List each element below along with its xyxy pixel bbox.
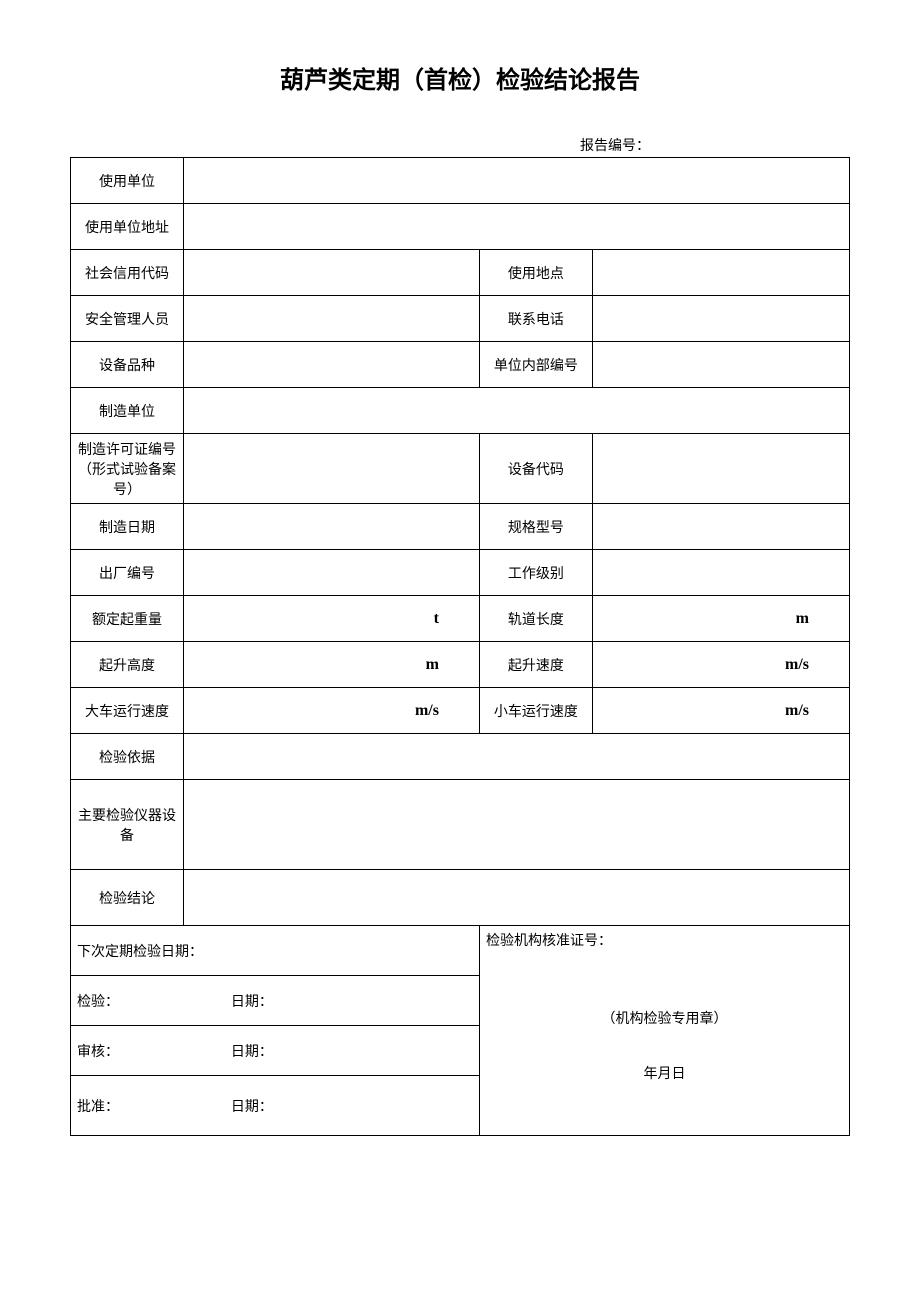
page-title: 葫芦类定期（首检）检验结论报告 [70, 60, 850, 95]
label-next-inspection-date: 下次定期检验日期： [71, 926, 480, 976]
label-approver: 批准： [77, 1096, 147, 1116]
label-reviewer: 审核： [77, 1041, 147, 1061]
value-spec-model [592, 504, 849, 550]
value-contact-phone [592, 296, 849, 342]
label-reviewer-date: 日期： [231, 1041, 273, 1061]
value-mfg-license-no [183, 434, 479, 504]
label-main-instruments: 主要检验仪器设备 [71, 780, 184, 870]
value-equipment-type [183, 342, 479, 388]
label-use-unit: 使用单位 [71, 158, 184, 204]
label-use-location: 使用地点 [479, 250, 592, 296]
label-inspection-basis: 检验依据 [71, 734, 184, 780]
label-approver-date: 日期： [231, 1096, 273, 1116]
label-social-credit-code: 社会信用代码 [71, 250, 184, 296]
unit-t: t [183, 596, 479, 642]
report-table: 使用单位 使用单位地址 社会信用代码 使用地点 安全管理人员 联系电话 设备品种… [70, 157, 850, 1136]
unit-ms-2: m/s [183, 688, 479, 734]
value-factory-no [183, 550, 479, 596]
row-approver: 批准： 日期： [71, 1076, 480, 1136]
label-big-car-speed: 大车运行速度 [71, 688, 184, 734]
value-use-location [592, 250, 849, 296]
label-safety-manager: 安全管理人员 [71, 296, 184, 342]
label-contact-phone: 联系电话 [479, 296, 592, 342]
approval-seal-cell: 检验机构核准证号： （机构检验专用章） 年月日 [479, 926, 849, 1136]
value-work-level [592, 550, 849, 596]
label-equipment-code: 设备代码 [479, 434, 592, 504]
unit-ms-1: m/s [592, 642, 849, 688]
row-reviewer: 审核： 日期： [71, 1026, 480, 1076]
value-use-unit-addr [183, 204, 849, 250]
label-equipment-type: 设备品种 [71, 342, 184, 388]
label-mfg-license-no: 制造许可证编号（形式试验备案号） [71, 434, 184, 504]
label-lift-height: 起升高度 [71, 642, 184, 688]
label-inspector: 检验： [77, 991, 147, 1011]
value-social-credit-code [183, 250, 479, 296]
seal-text: （机构检验专用章） [486, 1008, 843, 1028]
value-mfg-date [183, 504, 479, 550]
value-use-unit [183, 158, 849, 204]
value-main-instruments [183, 780, 849, 870]
value-inspection-basis [183, 734, 849, 780]
report-number-label: 报告编号： [70, 135, 850, 155]
label-approval-no: 检验机构核准证号： [486, 930, 612, 950]
label-unit-internal-no: 单位内部编号 [479, 342, 592, 388]
label-inspection-conclusion: 检验结论 [71, 870, 184, 926]
value-unit-internal-no [592, 342, 849, 388]
unit-ms-3: m/s [592, 688, 849, 734]
value-manufacturer [183, 388, 849, 434]
label-inspector-date: 日期： [231, 991, 273, 1011]
label-manufacturer: 制造单位 [71, 388, 184, 434]
label-use-unit-addr: 使用单位地址 [71, 204, 184, 250]
ymd-text: 年月日 [486, 1063, 843, 1083]
label-work-level: 工作级别 [479, 550, 592, 596]
label-lift-speed: 起升速度 [479, 642, 592, 688]
row-inspector: 检验： 日期： [71, 976, 480, 1026]
label-track-length: 轨道长度 [479, 596, 592, 642]
value-inspection-conclusion [183, 870, 849, 926]
label-rated-load: 额定起重量 [71, 596, 184, 642]
value-equipment-code [592, 434, 849, 504]
label-mfg-date: 制造日期 [71, 504, 184, 550]
label-factory-no: 出厂编号 [71, 550, 184, 596]
value-safety-manager [183, 296, 479, 342]
unit-m-2: m [183, 642, 479, 688]
label-small-car-speed: 小车运行速度 [479, 688, 592, 734]
unit-m-1: m [592, 596, 849, 642]
label-spec-model: 规格型号 [479, 504, 592, 550]
